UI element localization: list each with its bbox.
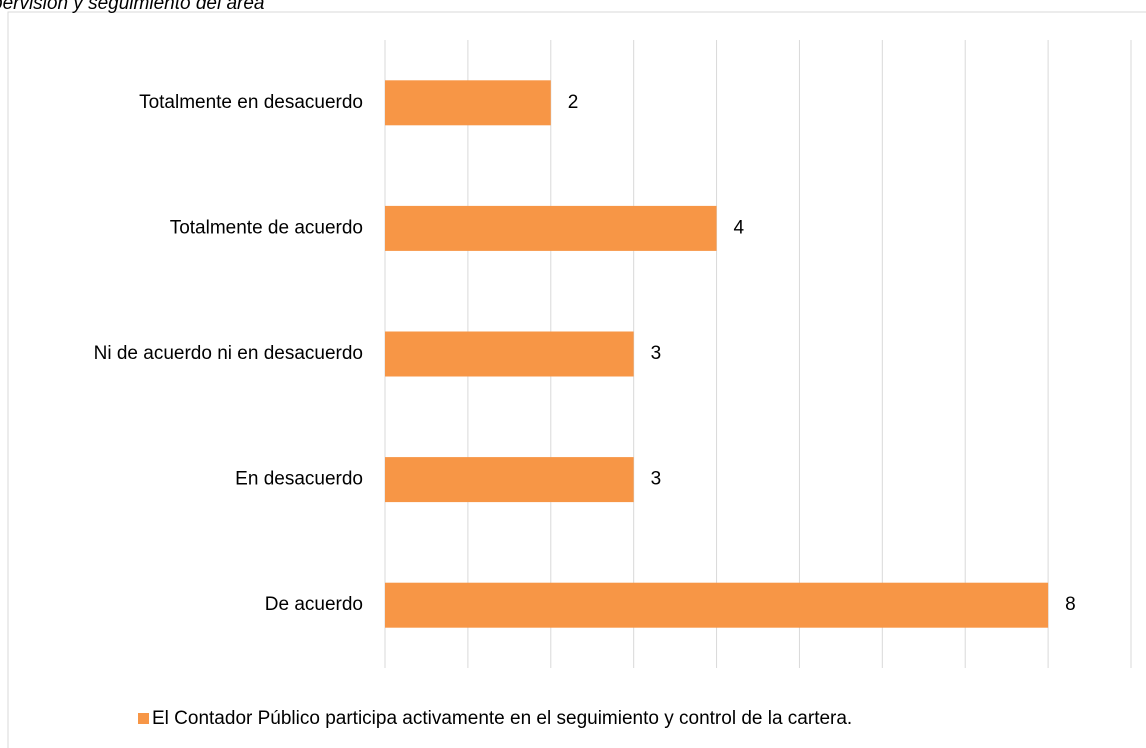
bar: [385, 457, 634, 503]
y-tick-label: Ni de acuerdo ni en desacuerdo: [94, 343, 363, 364]
bar: [385, 582, 1049, 628]
legend-swatch: [138, 713, 149, 724]
chart-title: pervisión y seguimiento del área: [0, 0, 265, 14]
legend-label: El Contador Público participa activament…: [152, 708, 852, 729]
data-label: 2: [568, 92, 579, 113]
bar: [385, 205, 717, 251]
y-tick-label: En desacuerdo: [235, 469, 363, 490]
chart-border: [7, 11, 1146, 748]
data-label: 8: [1065, 594, 1076, 615]
data-label: 3: [651, 469, 662, 490]
data-label: 4: [734, 217, 745, 238]
y-tick-label: De acuerdo: [265, 594, 363, 615]
data-label: 3: [651, 343, 662, 364]
bar: [385, 80, 551, 126]
y-tick-label: Totalmente de acuerdo: [170, 217, 363, 238]
bar: [385, 331, 634, 377]
y-tick-label: Totalmente en desacuerdo: [139, 92, 363, 113]
